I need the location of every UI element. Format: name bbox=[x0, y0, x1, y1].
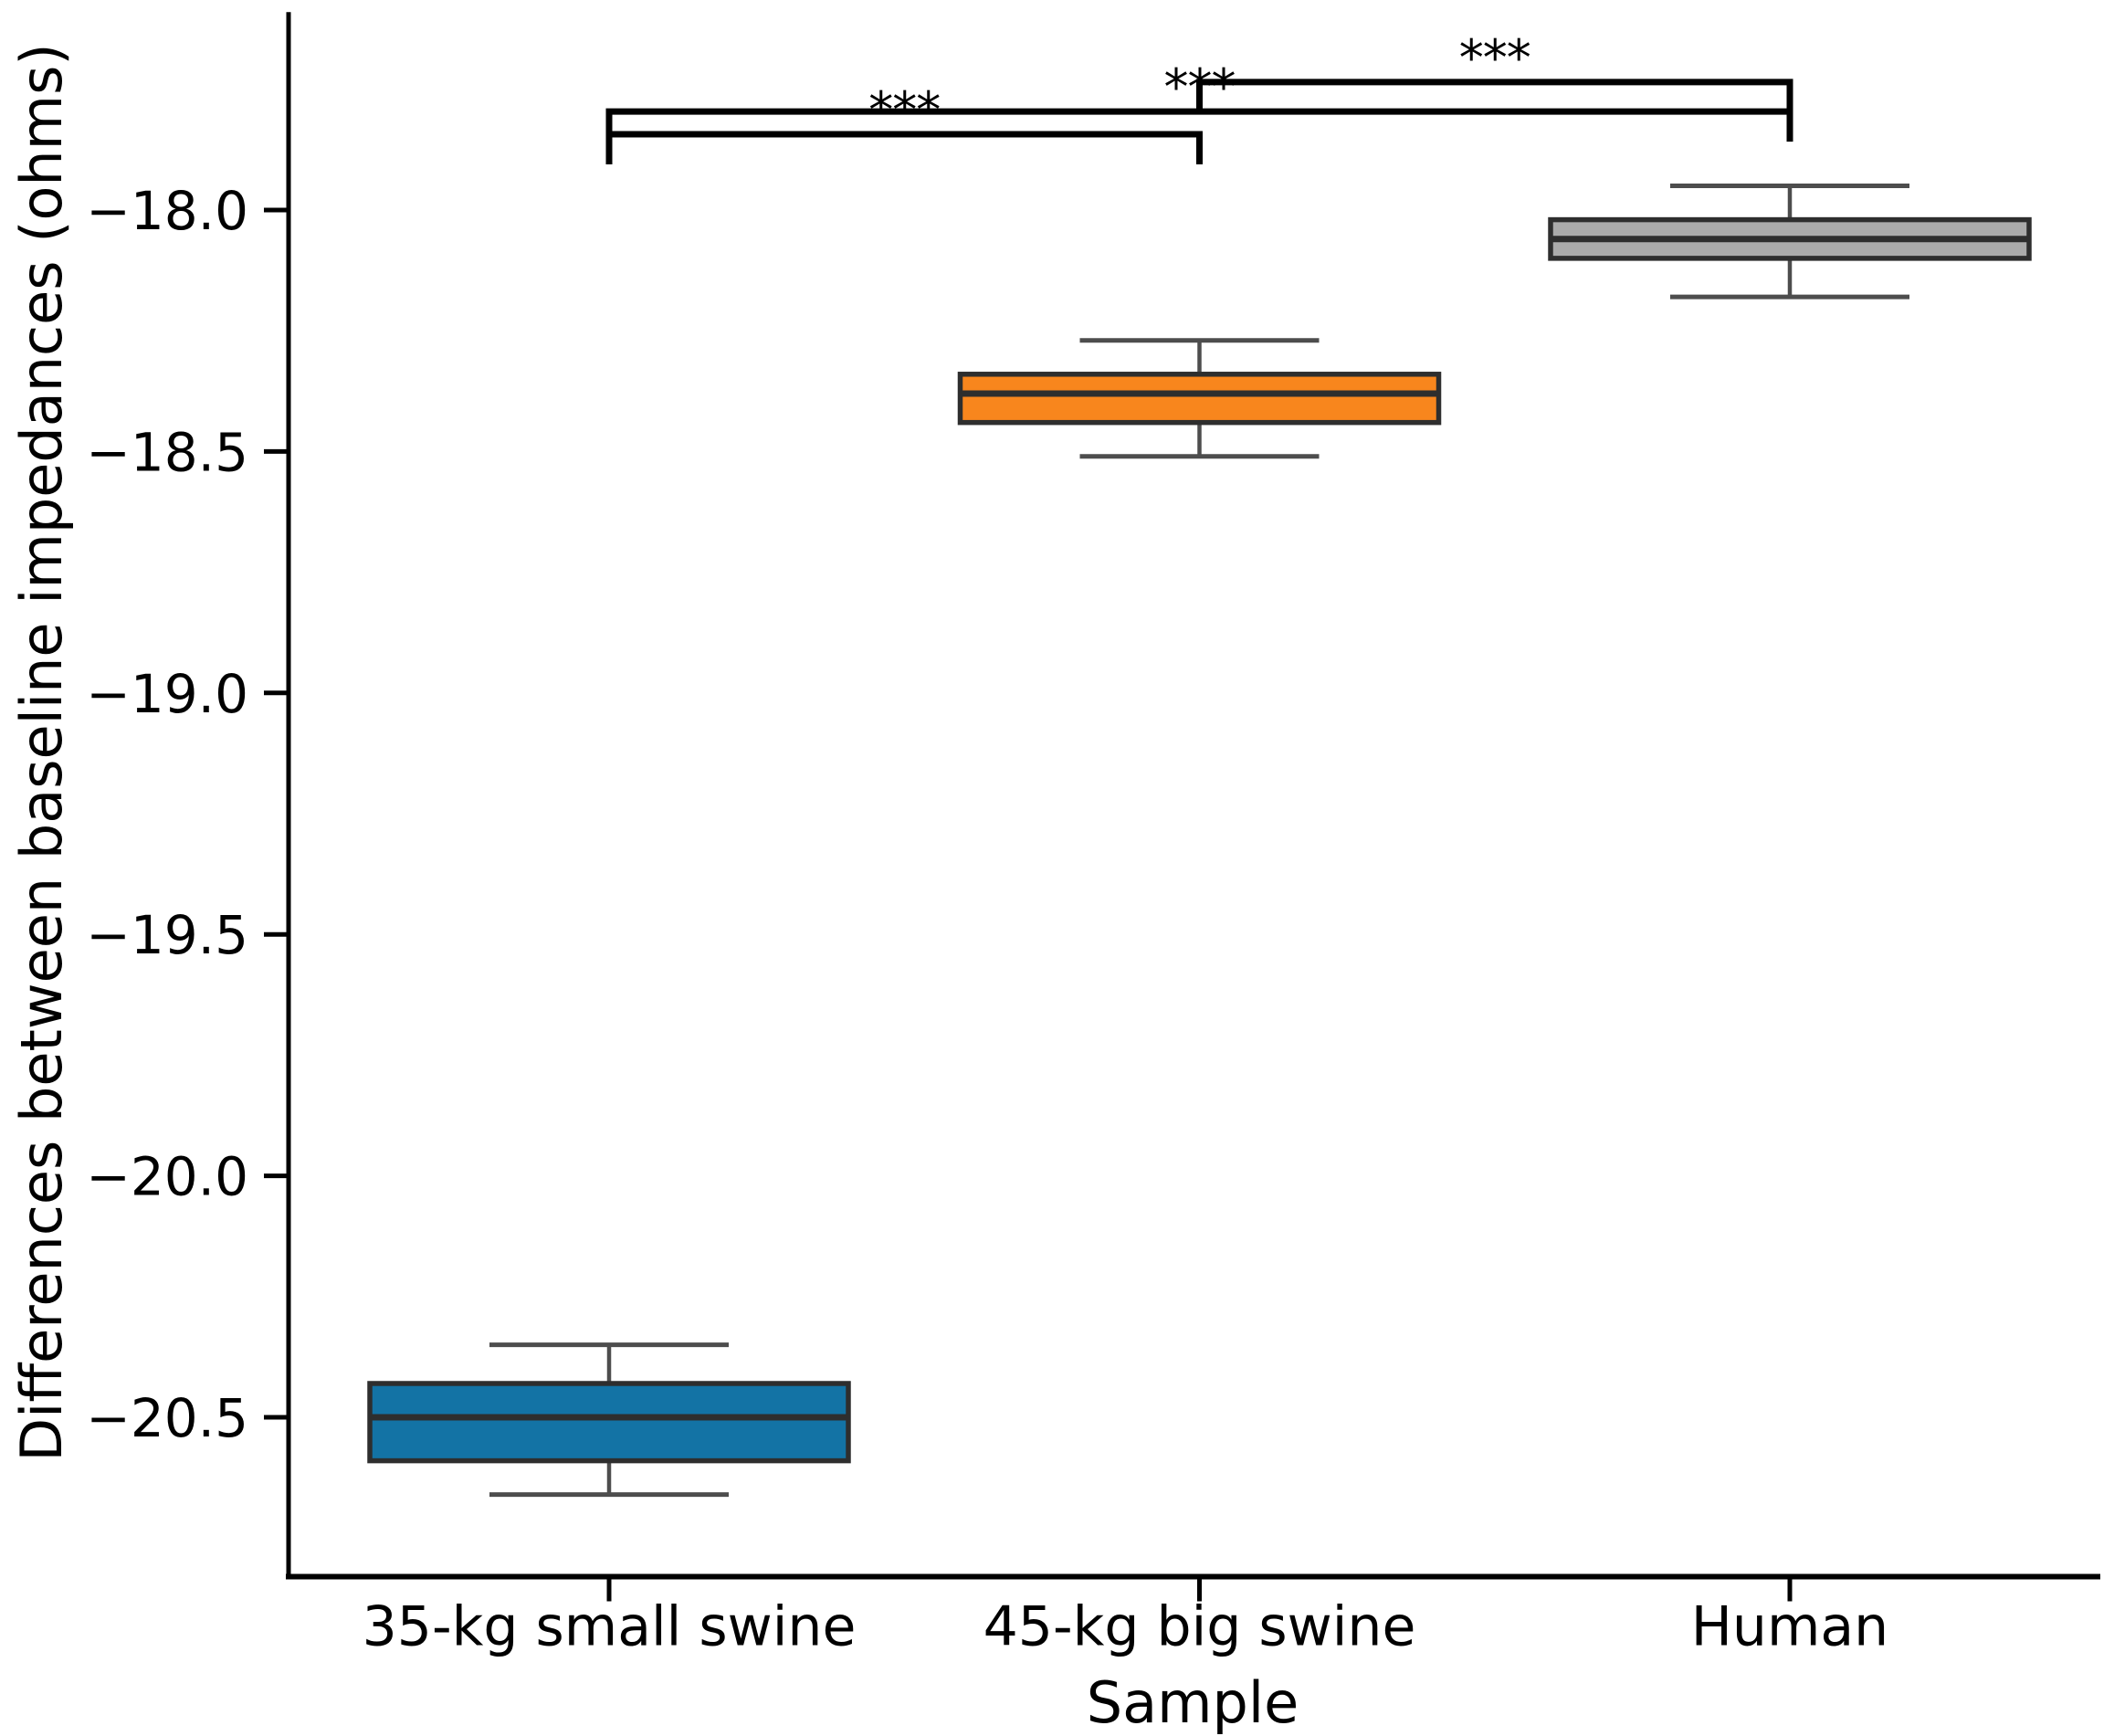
y-axis-title: Differences between baseline impedances … bbox=[8, 43, 75, 1462]
x-tick-label: Human bbox=[1691, 1595, 1888, 1659]
y-tick-label: −20.5 bbox=[86, 1387, 248, 1449]
x-tick-label: 35-kg small swine bbox=[363, 1595, 857, 1659]
x-axis-title: Sample bbox=[1086, 1669, 1299, 1736]
y-tick-label: −19.5 bbox=[86, 904, 248, 966]
significance-bracket bbox=[1196, 79, 1793, 112]
significance-label: *** bbox=[1459, 29, 1530, 87]
box-rect-45-kg-big-swine bbox=[957, 372, 1442, 426]
x-tick-label: 45-kg big swine bbox=[983, 1595, 1416, 1659]
significance-bracket bbox=[605, 131, 1203, 164]
y-tick-label: −18.0 bbox=[86, 180, 248, 242]
y-tick-label: −19.0 bbox=[86, 663, 248, 725]
box-rect-35-kg-small-swine bbox=[367, 1381, 851, 1464]
y-tick-label: −20.0 bbox=[86, 1146, 248, 1208]
y-tick-label: −18.5 bbox=[86, 421, 248, 483]
